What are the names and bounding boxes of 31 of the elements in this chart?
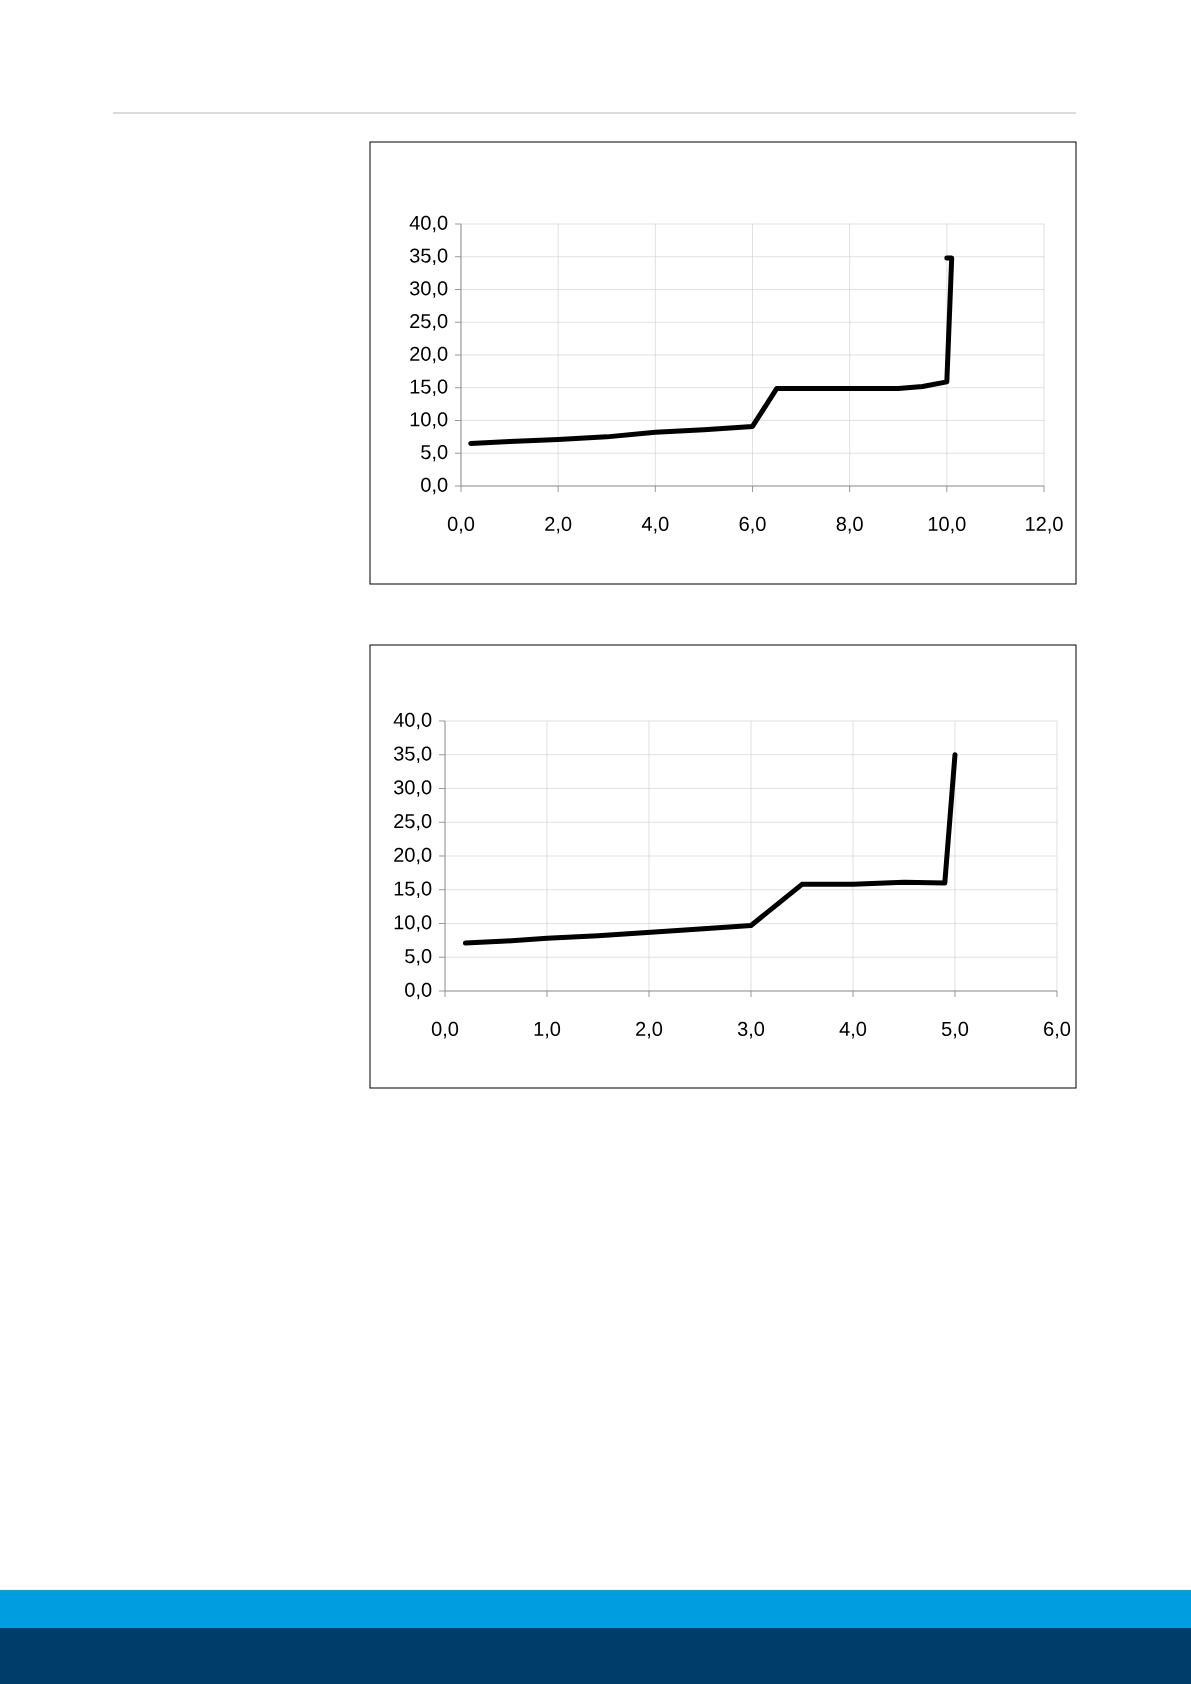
x-tick-label: 6,0 [1044, 1021, 1071, 1039]
y-tick-label: 15,0 [410, 379, 448, 396]
x-tick-label: 4,0 [641, 516, 669, 534]
x-tick-label: 3,0 [737, 1021, 765, 1039]
y-tick-label: 5,0 [421, 444, 448, 462]
y-tick-label: 10,0 [410, 412, 448, 429]
x-tick-label: 10,0 [928, 516, 966, 534]
x-tick-label: 5,0 [941, 1021, 969, 1039]
y-tick-label: 20,0 [394, 847, 432, 865]
y-tick-label: 30,0 [409, 281, 448, 298]
y-tick-label: 5,0 [405, 948, 432, 966]
y-tick-label: 0,0 [405, 982, 432, 1000]
y-tick-label: 35,0 [393, 746, 432, 763]
x-tick-label: 4,0 [839, 1021, 867, 1039]
y-tick-label: 35,0 [409, 248, 448, 265]
x-tick-label: 1,0 [534, 1021, 561, 1039]
y-tick-label: 25,0 [410, 313, 448, 331]
y-tick-label: 15,0 [394, 881, 432, 898]
y-tick-label: 40,0 [393, 712, 432, 730]
x-tick-label: 2,0 [636, 1021, 663, 1039]
y-tick-label: 40,0 [409, 215, 448, 233]
x-tick-label: 6,0 [739, 516, 766, 534]
x-tick-label: 2,0 [545, 516, 572, 534]
y-tick-label: 0,0 [421, 477, 448, 495]
y-tick-label: 25,0 [394, 813, 432, 831]
y-tick-label: 20,0 [410, 346, 448, 364]
x-tick-label: 12,0 [1026, 516, 1063, 534]
x-tick-label: 0,0 [447, 516, 475, 534]
y-tick-label: 30,0 [393, 780, 432, 797]
x-tick-label: 8,0 [836, 516, 863, 534]
y-tick-label: 10,0 [394, 915, 432, 932]
